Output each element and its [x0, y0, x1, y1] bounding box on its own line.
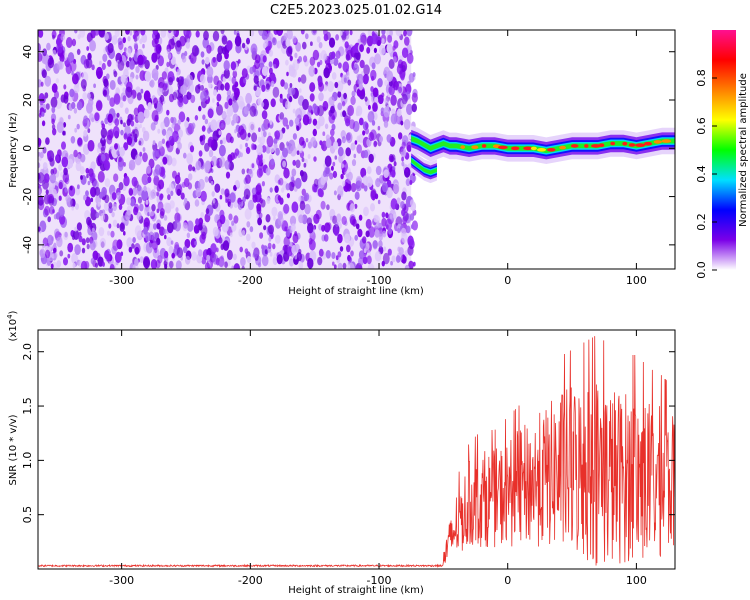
spectrogram-x-tick-label: 100: [626, 274, 647, 287]
colorbar-label: Normalized spectral amplitude: [738, 73, 749, 227]
figure-title: C2E5.2023.025.01.02.G14: [270, 3, 442, 18]
snr-y-tick-label: 2.0: [21, 343, 34, 361]
snr-x-tick-label: -100: [367, 574, 392, 587]
spectrogram-y-tick-label: 40: [21, 45, 34, 59]
spectrogram-frame: [37, 29, 676, 270]
svg-text:(x104): (x104): [6, 310, 19, 341]
colorbar: 0.0 0.2 0.4 0.6 0.8 Normalized spectral ampl…: [695, 30, 749, 279]
spectrogram-y-tick-label: -20: [21, 188, 34, 206]
snr-x-ticks: -300 -200 -100 0 100: [109, 330, 647, 587]
spectrogram-x-tick-label: -200: [238, 274, 263, 287]
noise-speckle: [38, 30, 418, 269]
colorbar-bar: [712, 30, 736, 270]
snr-x-tick-label: 100: [626, 574, 647, 587]
snr-y-tick-label: 1.0: [21, 452, 34, 470]
colorbar-tick-label: 0.2: [695, 213, 708, 231]
spectrogram-x-tick-label: 0: [504, 274, 511, 287]
colorbar-ticks: 0.0 0.2 0.4 0.6 0.8: [695, 69, 717, 279]
spectrogram-plot-area: [38, 30, 675, 269]
colorbar-tick-label: 0.8: [695, 69, 708, 87]
spectrogram-image: [38, 30, 675, 269]
snr-x-tick-label: 0: [504, 574, 511, 587]
spectrogram-y-label: Frequency (Hz): [8, 112, 19, 188]
snr-y-tick-label: 0.5: [21, 506, 34, 524]
snr-y-label: SNR (10 * v/v): [8, 414, 19, 485]
spectrogram-y-tick-label: 0: [21, 145, 34, 152]
snr-y-ticks: 0.5 1.0 1.5 2.0: [21, 343, 675, 523]
spectrogram-y-ticks: -40 -20 0 20 40: [21, 45, 675, 254]
spectrogram-x-label: Height of straight line (km): [288, 286, 424, 297]
spectrogram-x-ticks: -300 -200 -100 0 100: [109, 30, 647, 287]
colorbar-tick-label: 0.0: [695, 261, 708, 279]
spectrogram-x-tick-label: -100: [367, 274, 392, 287]
snr-scale-label: (x10: [8, 319, 19, 342]
colorbar-tick-label: 0.6: [695, 117, 708, 135]
snr-panel: -300 -200 -100 0 100 0.5 1.0 1.5 2.0 Height of …: [6, 310, 676, 596]
spectrogram-y-tick-label: -40: [21, 236, 34, 254]
signal-trace: [411, 125, 675, 184]
snr-plot-area: [38, 336, 675, 568]
snr-x-tick-label: -200: [238, 574, 263, 587]
snr-frame: [37, 329, 676, 570]
colorbar-tick-label: 0.4: [695, 165, 708, 183]
snr-x-tick-label: -300: [109, 574, 134, 587]
spectrogram-x-tick-label: -300: [109, 274, 134, 287]
snr-scale-factor: (x104): [6, 310, 19, 341]
snr-x-label: Height of straight line (km): [288, 585, 424, 596]
snr-y-tick-label: 1.5: [21, 397, 34, 415]
snr-series-line: [38, 336, 675, 568]
snr-scale-exponent: 4: [6, 314, 14, 319]
spectrogram-y-tick-label: 20: [21, 93, 34, 107]
